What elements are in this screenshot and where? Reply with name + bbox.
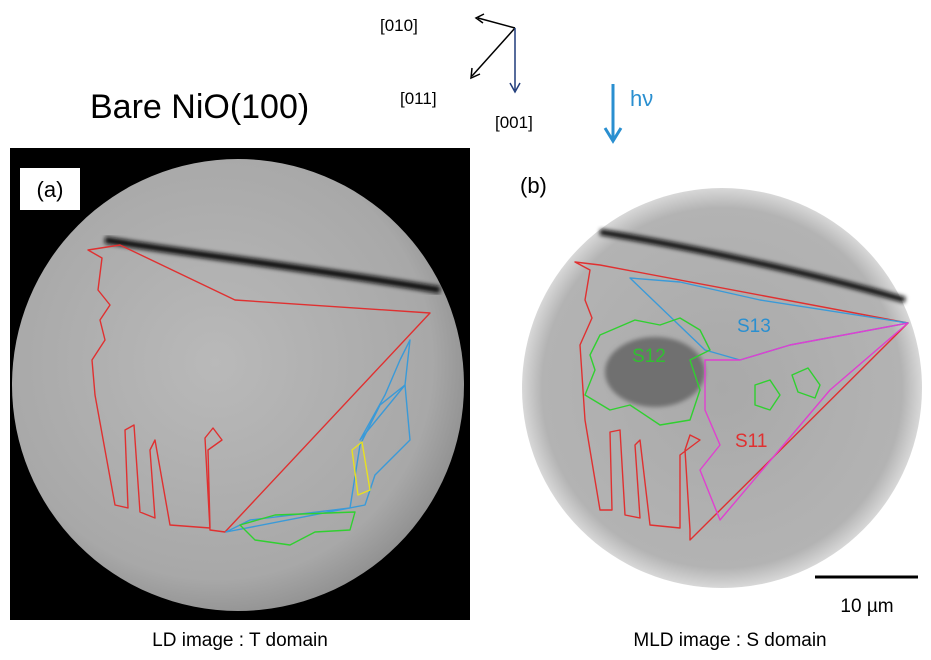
axis-label: [010] — [380, 16, 418, 35]
panel-label: (b) — [520, 173, 547, 198]
caption: MLD image : S domain — [633, 630, 826, 651]
image-disc — [12, 159, 464, 611]
panel-label: (a) — [37, 177, 64, 202]
image-disc — [522, 188, 922, 588]
region-label: S12 — [632, 346, 666, 367]
axis-label: [011] — [400, 89, 437, 108]
title: Bare NiO(100) — [90, 88, 309, 126]
figure: Bare NiO(100) [010] [011] [001] hν (a) (… — [0, 0, 931, 655]
crystal-axes — [471, 14, 520, 92]
scale-label: 10 µm — [840, 596, 893, 617]
caption: LD image : T domain — [152, 630, 328, 651]
region-label: S11 — [735, 431, 767, 452]
region-label: S13 — [737, 316, 771, 337]
axis-label: [001] — [495, 113, 533, 132]
photon-arrow — [605, 84, 621, 141]
photon-label: hν — [630, 86, 653, 111]
